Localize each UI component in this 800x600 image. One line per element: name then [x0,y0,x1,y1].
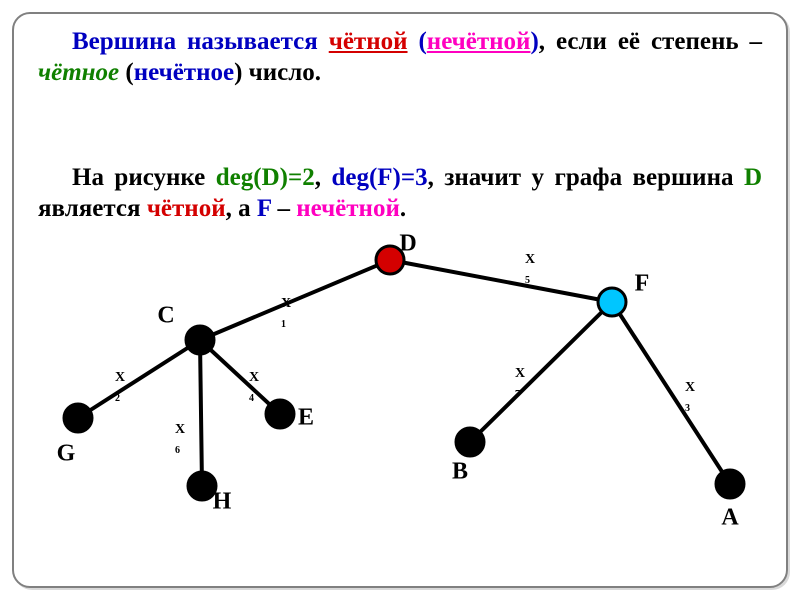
graph-edge [200,260,390,340]
graph-svg [0,0,800,600]
node-label-C: C [157,303,174,330]
edge-label-main: X [515,366,525,381]
edge-label-sub: 2 [115,393,120,404]
edge-label-sub: 7 [515,389,520,400]
node-label-E: E [298,405,314,432]
graph-node-E [266,400,294,428]
node-label-D: D [399,231,416,258]
graph-node-F [598,288,626,316]
node-label-B: B [452,459,468,486]
edge-label-main: X [249,370,259,385]
node-label-A: A [721,505,738,532]
graph-edge [200,340,280,414]
node-label-G: G [57,441,76,468]
edge-label: X7 [515,366,525,398]
node-label-H: H [213,489,232,516]
edge-label: X5 [525,252,535,284]
node-label-F: F [635,271,650,298]
graph-edge [78,340,200,418]
edge-label-main: X [525,252,535,267]
edge-label-sub: 5 [525,275,530,286]
edge-label-sub: 6 [175,445,180,456]
edge-label-main: X [685,380,695,395]
graph-node-C [186,326,214,354]
edge-label-sub: 4 [249,393,254,404]
edge-label-main: X [115,370,125,385]
graph-node-G [64,404,92,432]
graph-edge [612,302,730,484]
edge-label-sub: 3 [685,403,690,414]
edge-label-sub: 1 [281,319,286,330]
edge-label: X3 [685,380,695,412]
graph-node-A [716,470,744,498]
edge-label: X2 [115,370,125,402]
graph-diagram: DFCEGHBAX1X5X2X4X6X7X3 [0,0,800,600]
graph-edge [200,340,202,486]
graph-edge [390,260,612,302]
edge-label-main: X [281,296,291,311]
edge-label-main: X [175,422,185,437]
graph-node-B [456,428,484,456]
edge-label: X1 [281,296,291,328]
edge-label: X4 [249,370,259,402]
graph-edge [470,302,612,442]
edge-label: X6 [175,422,185,454]
